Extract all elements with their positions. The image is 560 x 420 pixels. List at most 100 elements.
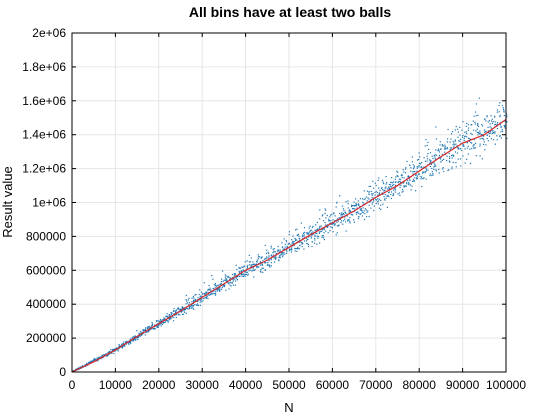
scatter-point: [156, 326, 159, 328]
scatter-point: [454, 140, 456, 142]
scatter-point: [175, 309, 178, 311]
scatter-point: [407, 175, 409, 177]
scatter-point: [435, 149, 437, 151]
scatter-point: [245, 271, 247, 273]
scatter-point: [323, 232, 325, 234]
scatter-point: [143, 329, 145, 331]
scatter-point: [315, 229, 318, 231]
scatter-point: [195, 293, 197, 296]
scatter-point: [336, 221, 338, 223]
scatter-point: [459, 126, 461, 128]
scatter-point: [225, 275, 227, 277]
scatter-point: [350, 214, 352, 216]
scatter-point: [249, 264, 251, 266]
scatter-point: [306, 239, 308, 241]
scatter-point: [273, 248, 275, 250]
scatter-point: [216, 290, 219, 292]
scatter-point: [219, 289, 221, 292]
scatter-point: [485, 131, 487, 133]
scatter-point: [382, 193, 384, 195]
scatter-point: [341, 205, 344, 207]
scatter-point: [148, 331, 150, 333]
scatter-point: [366, 190, 368, 192]
scatter-point: [303, 234, 305, 236]
scatter-point: [360, 213, 362, 215]
scatter-point: [243, 273, 245, 275]
scatter-point: [124, 345, 126, 347]
scatter-point: [475, 130, 477, 132]
scatter-point: [214, 293, 217, 295]
scatter-point: [256, 265, 258, 267]
scatter-point: [416, 178, 418, 180]
scatter-point: [294, 237, 296, 240]
scatter-point: [432, 172, 434, 175]
scatter-point: [394, 191, 396, 193]
scatter-point: [432, 174, 434, 176]
scatter-point: [421, 186, 423, 188]
scatter-point: [452, 155, 455, 157]
scatter-point: [335, 206, 337, 208]
scatter-point: [381, 192, 383, 194]
scatter-point: [300, 222, 302, 224]
scatter-point: [239, 271, 241, 273]
scatter-point: [340, 216, 342, 218]
scatter-point: [355, 202, 357, 204]
scatter-point: [165, 315, 167, 318]
x-tick-label: 70000: [359, 378, 393, 392]
scatter-point: [383, 182, 385, 185]
scatter-point: [388, 196, 390, 198]
scatter-point: [264, 262, 266, 264]
scatter-point: [375, 184, 377, 187]
scatter-point: [378, 207, 381, 209]
scatter-point: [396, 175, 398, 177]
scatter-point: [429, 173, 431, 175]
scatter-point: [491, 120, 493, 122]
scatter-point: [326, 226, 329, 228]
scatter-point: [384, 193, 386, 196]
scatter-point: [119, 345, 121, 347]
scatter-point: [467, 124, 469, 126]
scatter-point: [234, 284, 236, 286]
scatter-point: [290, 248, 293, 250]
scatter-point: [191, 301, 193, 303]
scatter-point: [349, 210, 351, 212]
scatter-point: [449, 161, 451, 163]
scatter-point: [440, 161, 442, 163]
scatter-point: [333, 213, 335, 215]
scatter-point: [496, 109, 499, 111]
scatter-point: [433, 155, 435, 157]
scatter-point: [181, 310, 183, 312]
scatter-point: [359, 213, 361, 215]
scatter-point: [185, 294, 187, 296]
scatter-point: [476, 128, 478, 130]
scatter-point: [287, 243, 289, 245]
scatter-point: [441, 145, 444, 147]
scatter-point: [329, 230, 331, 232]
scatter-point: [313, 242, 316, 244]
scatter-point: [317, 235, 320, 238]
scatter-point: [422, 171, 425, 173]
scatter-point: [323, 238, 325, 241]
scatter-point: [151, 322, 153, 324]
scatter-point: [224, 277, 226, 279]
scatter-point: [157, 320, 159, 322]
scatter-point: [332, 231, 334, 233]
scatter-point: [274, 261, 276, 263]
scatter-point: [93, 358, 95, 361]
scatter-point: [219, 284, 221, 286]
scatter-point: [266, 249, 268, 251]
scatter-point: [349, 217, 351, 219]
scatter-point: [213, 284, 216, 286]
scatter-point: [208, 294, 210, 296]
scatter-point: [282, 253, 284, 255]
scatter-point: [459, 148, 461, 150]
scatter-point: [416, 178, 418, 180]
scatter-point: [453, 147, 455, 149]
scatter-point: [211, 274, 213, 277]
scatter-point: [367, 210, 369, 212]
scatter-point: [311, 234, 313, 236]
scatter-point: [503, 126, 506, 128]
scatter-point: [473, 129, 475, 131]
scatter-point: [286, 245, 288, 247]
scatter-point: [463, 139, 465, 141]
